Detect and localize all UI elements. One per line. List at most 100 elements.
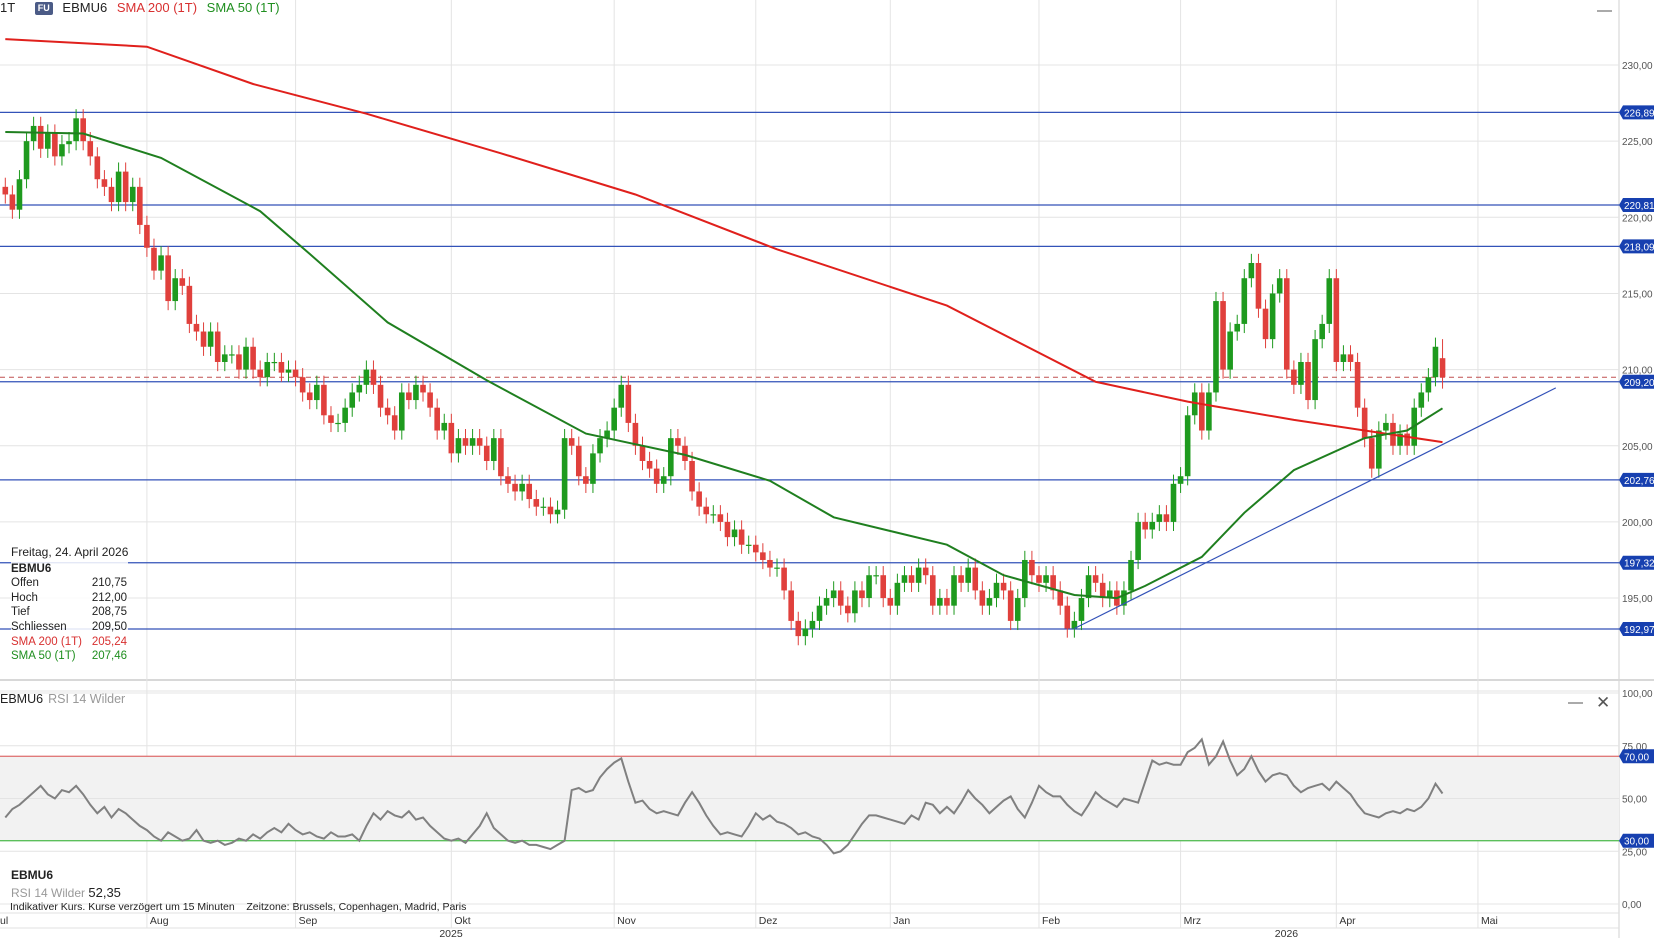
candle: [802, 619, 809, 646]
candle-body: [1312, 339, 1318, 401]
candle: [108, 177, 115, 212]
candle-body: [639, 445, 646, 461]
candle-body: [745, 544, 752, 546]
sma50-legend[interactable]: SMA 50 (1T): [206, 0, 280, 15]
minus-icon[interactable]: —: [1597, 2, 1612, 19]
candle-body: [1255, 262, 1262, 309]
candle: [568, 428, 575, 455]
candle: [406, 383, 412, 410]
candle: [229, 345, 235, 364]
candle: [37, 116, 44, 158]
candle: [1156, 505, 1163, 532]
candle: [122, 162, 129, 212]
candle-body: [505, 476, 511, 484]
candle: [498, 428, 504, 486]
month-label[interactable]: Sep: [299, 915, 318, 927]
candle: [547, 497, 554, 524]
sma200-legend[interactable]: SMA 200 (1T): [116, 0, 198, 15]
candle-body: [724, 521, 731, 538]
candle-body: [52, 133, 58, 157]
candle: [1029, 550, 1035, 585]
candle: [207, 322, 214, 356]
candle: [1163, 505, 1170, 532]
candle: [922, 558, 929, 585]
rsi-tick-label: 25,00: [1622, 847, 1647, 858]
candle: [1298, 352, 1304, 394]
month-label[interactable]: Feb: [1042, 915, 1060, 927]
candle-body: [434, 407, 440, 431]
candle-body: [250, 346, 256, 370]
candle: [1305, 352, 1311, 410]
month-label[interactable]: Dez: [759, 915, 778, 927]
ohlc-tooltip: Freitag, 24. April 2026 EBMU6 Offen 210,7…: [11, 545, 129, 664]
candle: [561, 428, 568, 519]
candle-body: [498, 438, 504, 477]
candle-body: [1404, 433, 1410, 446]
candle: [1234, 314, 1241, 341]
candle-body: [922, 567, 929, 576]
candle-body: [335, 422, 341, 425]
horizontal-levels[interactable]: [0, 111, 1619, 630]
candle-body: [207, 331, 214, 347]
candle-body: [1213, 301, 1219, 393]
candle-body: [1007, 590, 1014, 621]
month-label[interactable]: Mai: [1481, 915, 1498, 927]
candle-body: [731, 529, 738, 538]
badge-label: 226,89: [1624, 108, 1654, 119]
candle: [306, 383, 313, 410]
month-label[interactable]: Apr: [1339, 915, 1356, 927]
candle: [398, 383, 405, 440]
candle: [795, 611, 802, 646]
rsi-tick-label: 75,00: [1622, 742, 1647, 753]
month-label[interactable]: Jan: [893, 915, 910, 927]
candle-body: [1022, 559, 1028, 599]
close-icon[interactable]: ✕: [1596, 693, 1611, 712]
candle: [87, 132, 94, 166]
candle: [1064, 596, 1071, 638]
candle-body: [165, 255, 171, 302]
candle-body: [455, 438, 462, 454]
candle-body: [229, 354, 235, 356]
candle-body: [859, 590, 865, 599]
month-label[interactable]: Aug: [150, 915, 169, 927]
month-label[interactable]: Okt: [454, 915, 470, 927]
candle: [434, 398, 440, 440]
candle: [1340, 345, 1347, 372]
candle-body: [561, 438, 568, 510]
badge-label: 218,09: [1624, 242, 1654, 253]
candle-body: [193, 323, 200, 332]
candle-body: [597, 438, 603, 454]
candle: [505, 467, 511, 493]
candle-body: [236, 354, 242, 370]
candle-body: [837, 590, 844, 606]
month-label[interactable]: ul: [0, 915, 8, 927]
candle: [760, 543, 766, 570]
candle: [349, 383, 356, 417]
candle: [335, 413, 341, 433]
candle: [901, 566, 908, 592]
date-axis[interactable]: ul Aug Sep Okt Nov Dez Jan Feb Mrz Apr Mai 2025 2026: [0, 915, 1498, 938]
price-tick-label: 220,00: [1622, 213, 1653, 224]
price-axis[interactable]: 230,00 225,00 220,00 215,00 210,00 205,00 200,…: [1619, 61, 1654, 636]
symbol-label[interactable]: EBMU6: [62, 0, 108, 15]
rsi-legend-value: 52,35: [88, 885, 121, 900]
rsi-indicator-name[interactable]: RSI 14 Wilder: [48, 692, 126, 706]
interval-label[interactable]: 1T: [0, 0, 16, 15]
candle-body: [951, 575, 957, 606]
candle-body: [221, 354, 228, 362]
minus-icon[interactable]: —: [1568, 694, 1583, 711]
month-label[interactable]: Mrz: [1184, 915, 1202, 927]
candle: [986, 588, 993, 615]
candle: [462, 428, 469, 455]
candle-body: [760, 552, 766, 560]
candle: [200, 322, 207, 356]
candle-body: [391, 415, 398, 431]
candle: [554, 500, 561, 524]
chart-legend: 1T FU EBMU6 SMA 200 (1T) SMA 50 (1T): [0, 0, 286, 16]
candle: [724, 512, 731, 547]
month-label[interactable]: Nov: [617, 915, 636, 927]
candle-body: [795, 620, 802, 637]
trendline[interactable]: [1074, 387, 1557, 630]
candle-body: [646, 460, 653, 469]
